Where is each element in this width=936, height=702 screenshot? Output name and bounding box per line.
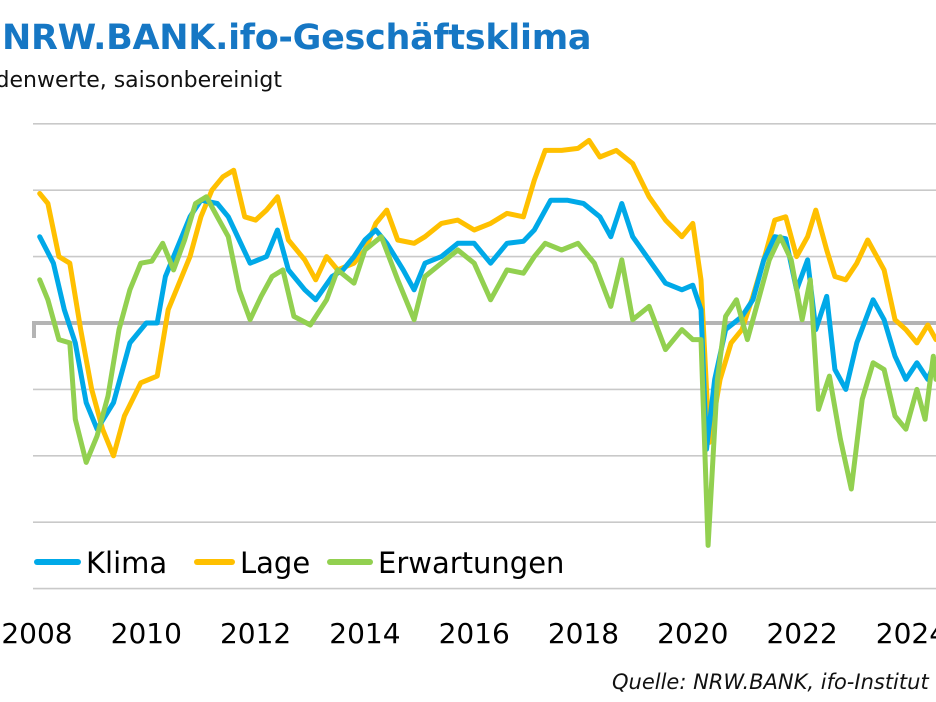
series-line-erwartungen [37,194,936,548]
legend-item-erwartungen: Erwartungen [327,546,564,580]
x-tick-label: 2012 [220,617,291,650]
legend-label: Lage [240,546,310,580]
x-tick-label: 2020 [657,617,728,650]
chart-title: NRW.BANK.ifo-Geschäftsklima [2,18,592,58]
series-line-lage [37,137,936,459]
x-tick-label: 2016 [439,617,510,650]
x-tick-label: 2024 [876,617,936,650]
legend-label: Klima [86,546,167,580]
x-tick-label: 2018 [548,617,619,650]
chart-subtitle: Saldenwerte, saisonbereinigt [0,68,282,93]
legend-label: Erwartungen [378,546,564,580]
legend-item-lage: Lage [194,546,310,580]
x-tick-label: 2010 [111,617,182,650]
x-tick-label: 2022 [766,617,837,650]
x-tick-label: 2008 [1,617,72,650]
legend-item-klima: Klima [34,546,167,580]
x-tick-label: 2014 [329,617,400,650]
source-note: Quelle: NRW.BANK, ifo-Institut [612,670,929,694]
